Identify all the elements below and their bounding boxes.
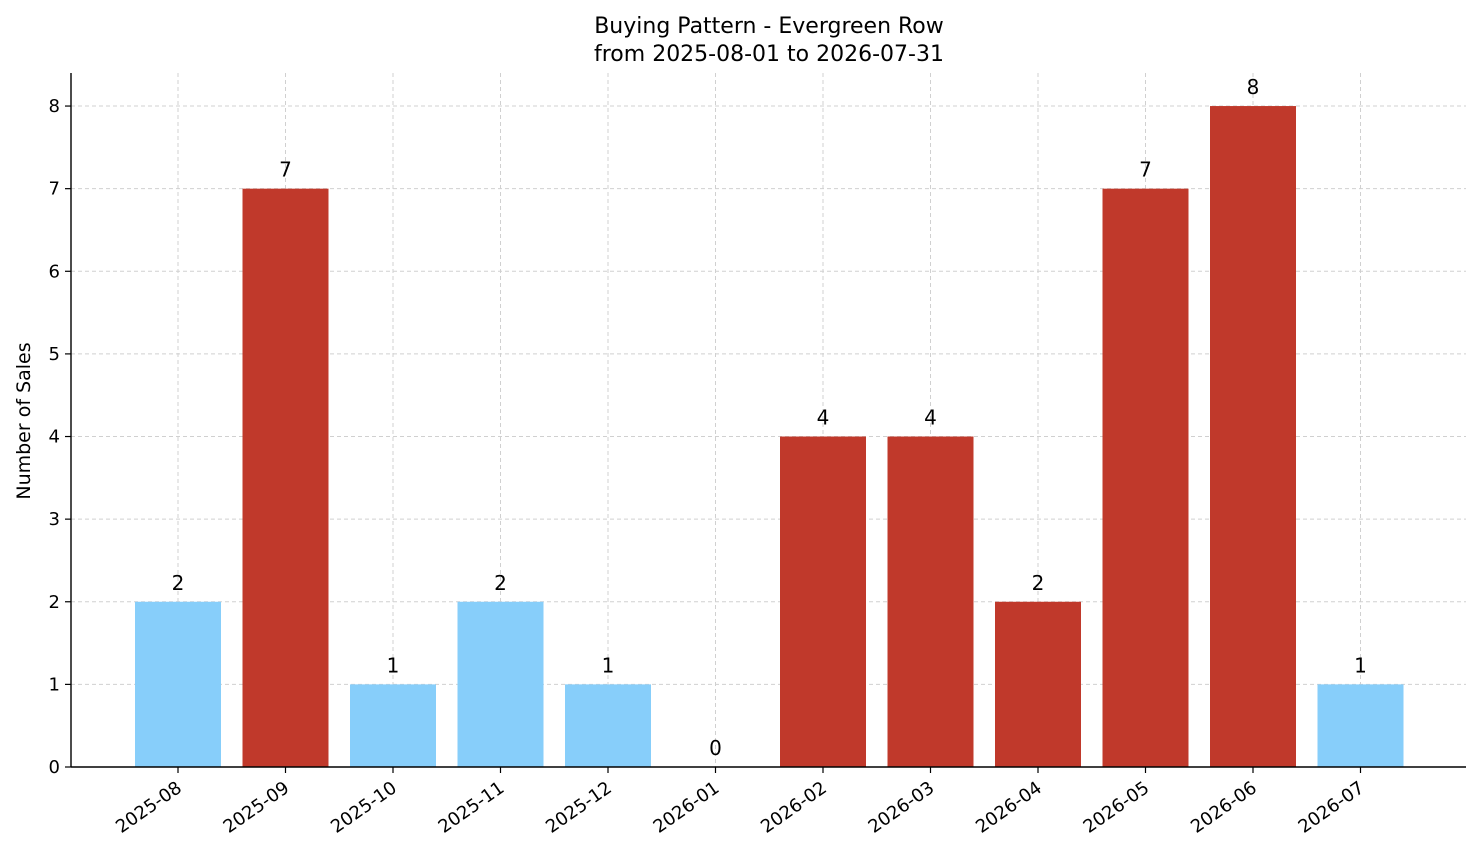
x-tick-label: 2025-11 (435, 777, 509, 837)
chart-subtitle: from 2025-08-01 to 2026-07-31 (594, 42, 944, 67)
data-label: 2 (172, 571, 185, 595)
x-tick-label: 2026-01 (650, 777, 724, 837)
data-label: 2 (494, 571, 507, 595)
bar-2026-07 (1317, 684, 1404, 767)
data-label: 2 (1032, 571, 1045, 595)
bars (135, 106, 1404, 768)
bar-2026-05 (1102, 188, 1189, 767)
y-tick-label: 7 (49, 179, 60, 200)
bar-2025-10 (350, 684, 436, 767)
y-tick-label: 6 (49, 261, 60, 282)
data-label: 0 (709, 736, 722, 760)
x-tick-label: 2025-10 (327, 777, 401, 837)
x-tick-label: 2026-04 (972, 777, 1046, 837)
chart-title: Buying Pattern - Evergreen Row (594, 14, 944, 39)
data-label: 4 (924, 406, 937, 430)
bar-2026-02 (780, 436, 866, 767)
x-tick-label: 2026-06 (1187, 777, 1261, 837)
data-label: 8 (1247, 75, 1260, 99)
x-tick-label: 2025-12 (542, 777, 616, 837)
y-tick-label: 8 (49, 96, 60, 117)
x-tick-label: 2026-03 (865, 777, 939, 837)
bar-2026-04 (995, 601, 1081, 767)
bar-2025-08 (135, 601, 221, 767)
data-label: 1 (1354, 653, 1367, 677)
bar-2026-06 (1210, 106, 1296, 768)
y-tick-label: 1 (49, 674, 60, 695)
data-label: 4 (817, 406, 830, 430)
data-label: 7 (1139, 158, 1152, 182)
bar-2025-12 (565, 684, 651, 767)
data-label: 1 (602, 653, 615, 677)
y-tick-label: 4 (49, 427, 60, 448)
x-tick-label: 2025-08 (112, 777, 186, 837)
y-tick-label: 5 (49, 344, 60, 365)
data-label: 1 (387, 653, 400, 677)
y-tick-label: 3 (49, 509, 60, 530)
data-label: 7 (279, 158, 292, 182)
x-tick-label: 2026-02 (757, 777, 831, 837)
y-tick-label: 0 (49, 757, 60, 778)
bar-2025-11 (457, 601, 544, 767)
x-tick-label: 2025-09 (220, 777, 294, 837)
y-tick-label: 2 (49, 592, 60, 613)
y-axis-label: Number of Sales (13, 342, 35, 499)
bar-2025-09 (242, 188, 329, 767)
x-tick-label: 2026-07 (1295, 777, 1369, 837)
x-tick-label: 2026-05 (1080, 777, 1154, 837)
bar-2026-03 (887, 436, 974, 767)
